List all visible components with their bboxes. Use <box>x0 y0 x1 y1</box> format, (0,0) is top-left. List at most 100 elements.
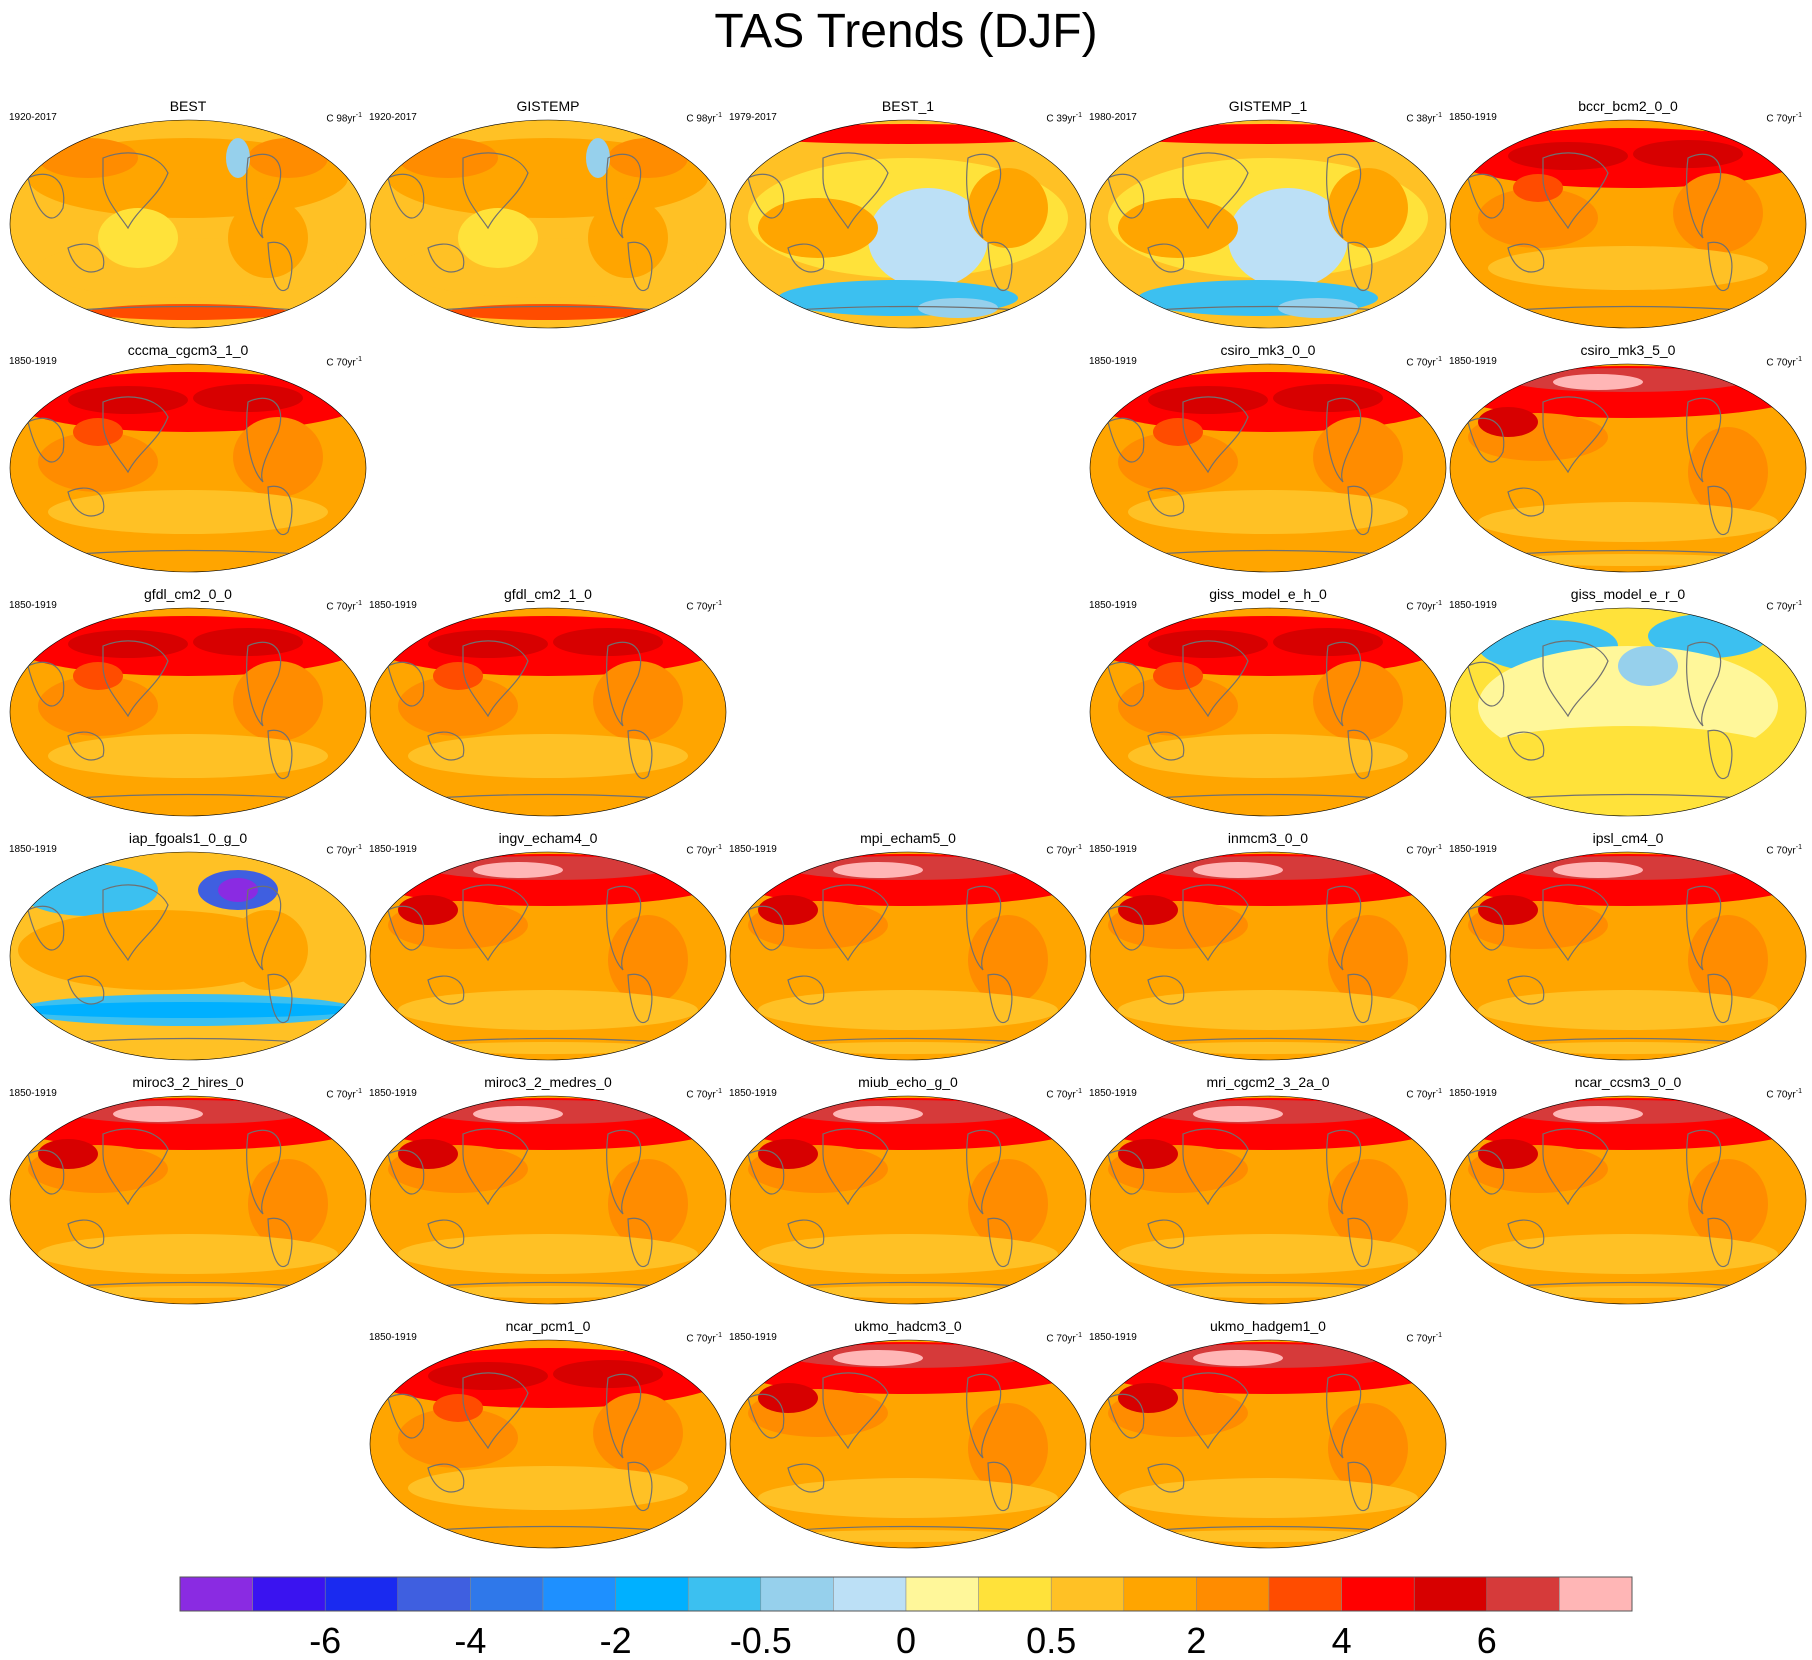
panel-units: C 39yr-1 <box>1046 112 1082 125</box>
map-field-region <box>1193 862 1283 878</box>
map-field-region <box>73 662 123 690</box>
coastline <box>822 884 889 962</box>
map-field-region <box>968 168 1048 248</box>
coastline <box>1507 1219 1545 1249</box>
coastline <box>1107 1149 1145 1195</box>
map-panel: miroc3_2_hires_0 1850-1919 C 70yr-1 <box>8 1074 368 1306</box>
map-field-region <box>1090 535 1388 559</box>
map-field-region <box>398 1234 698 1274</box>
map-field-region <box>38 432 158 492</box>
coastline <box>1707 1217 1733 1267</box>
coastline <box>1686 885 1722 971</box>
map-projection <box>1449 363 1807 573</box>
coastline <box>246 1129 282 1215</box>
coastline <box>1326 153 1362 239</box>
panel-title: giss_model_e_h_0 <box>1209 586 1327 602</box>
colorbar-frame <box>179 1576 1633 1612</box>
panel-title: ingv_echam4_0 <box>498 830 598 846</box>
map-field-region <box>1093 372 1443 432</box>
map-field-region <box>1118 990 1418 1030</box>
map-field-region <box>1153 418 1203 446</box>
map-field-region <box>1273 384 1383 412</box>
map-field-region <box>868 188 988 288</box>
colorbar-bin <box>179 1576 253 1612</box>
map-border <box>1449 119 1807 329</box>
map-panel: ingv_echam4_0 1850-1919 C 70yr-1 <box>368 830 728 1062</box>
coastline <box>1326 1373 1362 1459</box>
map-field-region <box>48 734 328 778</box>
panel-period: 1850-1919 <box>369 1088 417 1099</box>
map-border <box>729 851 1087 1061</box>
map-field-region <box>1193 1350 1283 1366</box>
panel-period: 1979-2017 <box>729 112 777 123</box>
coastline <box>1707 729 1733 779</box>
panel-units: C 70yr-1 <box>686 1088 722 1101</box>
map-field-region <box>13 616 363 676</box>
map-field-region <box>1193 1106 1283 1122</box>
map-field-region <box>113 1106 203 1122</box>
panel-units: C 98yr-1 <box>326 112 362 125</box>
panel-title: ukmo_hadcm3_0 <box>854 1318 962 1334</box>
map-field-region <box>233 417 323 497</box>
coastline <box>1182 396 1249 474</box>
colorbar-bin <box>687 1576 762 1612</box>
panel-units: C 70yr-1 <box>686 1332 722 1345</box>
map-field-region <box>1128 490 1408 534</box>
map-field-region <box>1508 1286 1748 1298</box>
map-field-region <box>408 1466 688 1510</box>
panel-period: 1850-1919 <box>1449 844 1497 855</box>
map-field-region <box>193 384 303 412</box>
map-field-region <box>758 198 878 258</box>
map-projection <box>729 119 1087 329</box>
map-field-region <box>1148 386 1268 414</box>
coastline <box>267 1217 293 1267</box>
coastline <box>747 173 785 219</box>
map-field-region <box>1618 646 1678 686</box>
colorbar-tick-label: -6 <box>309 1620 341 1660</box>
coastline <box>1686 153 1722 239</box>
map-field-region <box>833 1106 923 1122</box>
colorbar-tick-label: 6 <box>1477 1620 1497 1660</box>
panel-period: 1850-1919 <box>1449 1088 1497 1099</box>
map-field-region <box>1478 1139 1538 1169</box>
colorbar-bin <box>470 1576 544 1612</box>
map-field-region <box>758 1139 818 1169</box>
map-field-region <box>758 990 1058 1030</box>
coastline <box>987 1217 1013 1267</box>
coastline <box>1542 1128 1609 1206</box>
map-field-region <box>968 1159 1048 1249</box>
map-field-region <box>98 208 178 268</box>
map-panel: mri_cgcm2_3_2a_0 1850-1919 C 70yr-1 <box>1088 1074 1448 1306</box>
map-field-region <box>1093 616 1443 676</box>
map-field-region <box>833 862 923 878</box>
map-field-region <box>226 138 250 178</box>
map-panel: inmcm3_0_0 1850-1919 C 70yr-1 <box>1088 830 1448 1062</box>
panel-title: miub_echo_g_0 <box>858 1074 958 1090</box>
map-field-region <box>1118 1139 1178 1169</box>
map-field-region <box>1688 427 1768 517</box>
panel-units: C 70yr-1 <box>1406 1332 1442 1345</box>
panel-period: 1850-1919 <box>1089 1332 1137 1343</box>
coastline <box>1147 975 1185 1005</box>
map-panel: GISTEMP 1920-2017 C 98yr-1 <box>368 98 728 330</box>
coastline <box>1347 485 1373 535</box>
map-field-region <box>473 862 563 878</box>
map-projection <box>9 851 367 1061</box>
panel-title: iap_fgoals1_0_g_0 <box>128 830 248 846</box>
map-field-region <box>218 878 258 902</box>
map-border <box>1089 119 1447 329</box>
map-field-region <box>1478 990 1778 1030</box>
map-projection <box>1449 851 1807 1061</box>
coastline <box>606 1129 642 1215</box>
map-field-region <box>18 910 298 990</box>
coastline <box>606 641 642 727</box>
coastline <box>67 487 105 517</box>
map-border <box>9 851 367 1061</box>
map-field-region <box>1488 246 1768 290</box>
coastline <box>67 1219 105 1249</box>
coastline <box>267 973 293 1023</box>
coastline <box>1147 243 1185 273</box>
map-field-region <box>758 895 818 925</box>
coastline <box>627 729 653 779</box>
map-panel: ukmo_hadgem1_0 1850-1919 C 70yr-1 <box>1088 1318 1448 1550</box>
